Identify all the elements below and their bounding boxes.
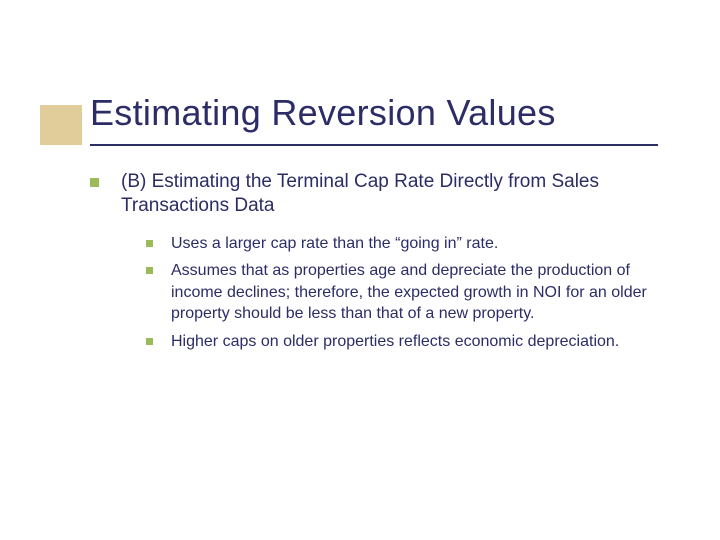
bullet-lvl1: (B) Estimating the Terminal Cap Rate Dir… [90, 170, 650, 219]
bullet-lvl2-text: Uses a larger cap rate than the “going i… [171, 233, 498, 255]
bullet-lvl2: Uses a larger cap rate than the “going i… [146, 233, 650, 255]
accent-block [40, 105, 82, 145]
slide-title: Estimating Reversion Values [90, 92, 556, 134]
square-bullet-icon [90, 178, 99, 187]
bullet-lvl2: Higher caps on older properties reflects… [146, 331, 650, 353]
bullet-lvl2-group: Uses a larger cap rate than the “going i… [146, 233, 650, 353]
square-bullet-icon [146, 267, 153, 274]
slide: Estimating Reversion Values (B) Estimati… [0, 0, 720, 540]
square-bullet-icon [146, 240, 153, 247]
slide-body: (B) Estimating the Terminal Cap Rate Dir… [90, 170, 650, 359]
square-bullet-icon [146, 338, 153, 345]
title-underline [90, 144, 658, 146]
bullet-lvl1-text: (B) Estimating the Terminal Cap Rate Dir… [121, 170, 650, 219]
bullet-lvl2-text: Higher caps on older properties reflects… [171, 331, 619, 353]
bullet-lvl2: Assumes that as properties age and depre… [146, 260, 650, 325]
bullet-lvl2-text: Assumes that as properties age and depre… [171, 260, 650, 325]
